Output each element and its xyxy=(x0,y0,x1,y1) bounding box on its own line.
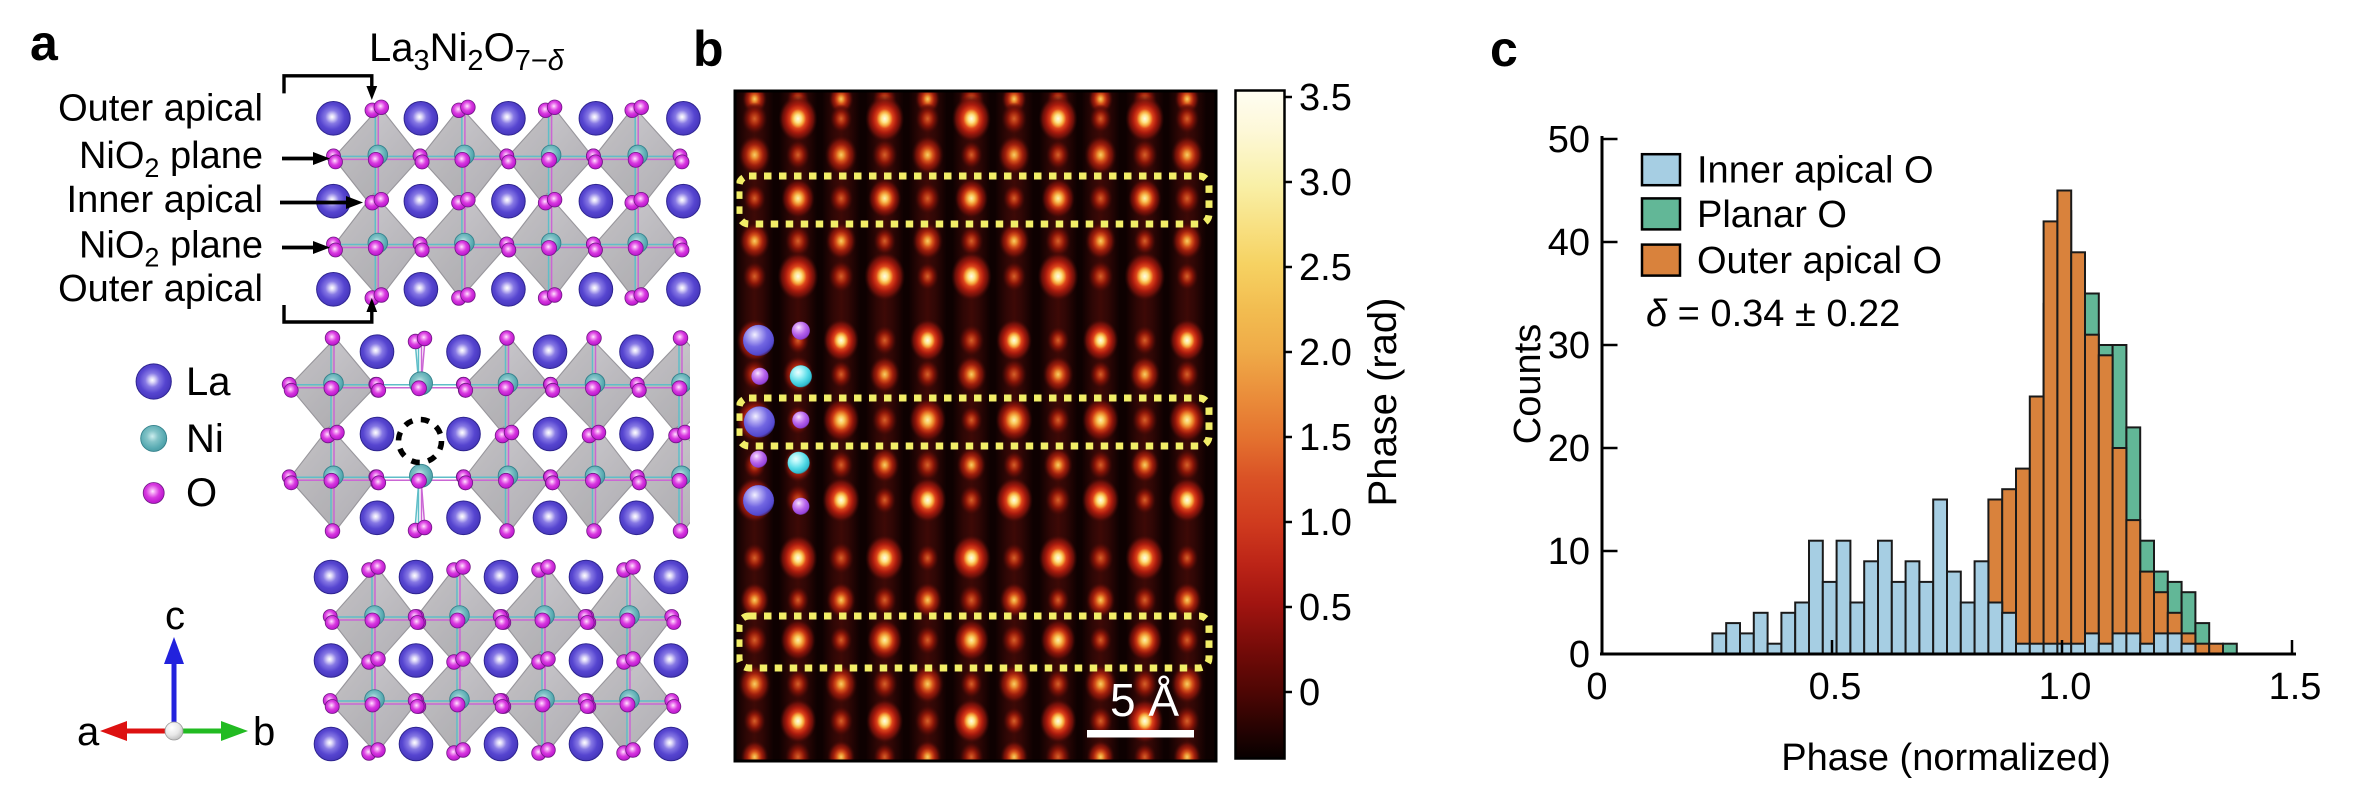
svg-text:Ni: Ni xyxy=(186,417,224,461)
svg-text:1.0: 1.0 xyxy=(1299,502,1352,544)
svg-text:NiO2 plane: NiO2 plane xyxy=(79,225,263,273)
svg-text:0.5: 0.5 xyxy=(1809,666,1862,708)
svg-text:Planar O: Planar O xyxy=(1697,194,1847,236)
svg-text:0: 0 xyxy=(1586,666,1607,708)
svg-text:10: 10 xyxy=(1548,531,1590,573)
svg-text:40: 40 xyxy=(1548,222,1590,264)
svg-text:2.5: 2.5 xyxy=(1299,247,1352,289)
svg-text:O: O xyxy=(186,471,217,515)
svg-text:δ = 0.34 ± 0.22: δ = 0.34 ± 0.22 xyxy=(1646,293,1900,335)
svg-text:3.0: 3.0 xyxy=(1299,162,1352,204)
svg-text:c: c xyxy=(1490,21,1518,77)
svg-text:La: La xyxy=(186,360,231,404)
svg-text:1.5: 1.5 xyxy=(1299,417,1352,459)
svg-text:Outer apical O: Outer apical O xyxy=(1697,240,1942,282)
svg-text:Inner apical: Inner apical xyxy=(67,179,263,221)
svg-text:Outer apical: Outer apical xyxy=(58,88,263,130)
svg-text:Inner apical O: Inner apical O xyxy=(1697,150,1934,192)
svg-text:Phase (normalized): Phase (normalized) xyxy=(1781,737,2110,779)
svg-text:1.5: 1.5 xyxy=(2269,666,2322,708)
svg-text:30: 30 xyxy=(1548,325,1590,367)
svg-text:Phase (rad): Phase (rad) xyxy=(1361,298,1405,507)
svg-text:b: b xyxy=(253,710,275,754)
svg-text:0: 0 xyxy=(1299,672,1320,714)
svg-text:b: b xyxy=(693,21,724,77)
svg-text:3.5: 3.5 xyxy=(1299,77,1352,119)
svg-text:Counts: Counts xyxy=(1507,324,1549,444)
svg-text:NiO2 plane: NiO2 plane xyxy=(79,135,263,183)
svg-text:50: 50 xyxy=(1548,119,1590,161)
svg-text:Outer apical: Outer apical xyxy=(58,268,263,310)
svg-text:0: 0 xyxy=(1569,634,1590,676)
svg-text:La3Ni2O7−δ: La3Ni2O7−δ xyxy=(369,26,565,77)
svg-text:1.0: 1.0 xyxy=(2039,666,2092,708)
svg-text:c: c xyxy=(165,594,185,638)
svg-text:0.5: 0.5 xyxy=(1299,587,1352,629)
svg-text:5 Å: 5 Å xyxy=(1110,674,1179,726)
svg-text:2.0: 2.0 xyxy=(1299,332,1352,374)
svg-text:20: 20 xyxy=(1548,428,1590,470)
svg-text:a: a xyxy=(77,710,100,754)
svg-text:a: a xyxy=(30,15,59,71)
